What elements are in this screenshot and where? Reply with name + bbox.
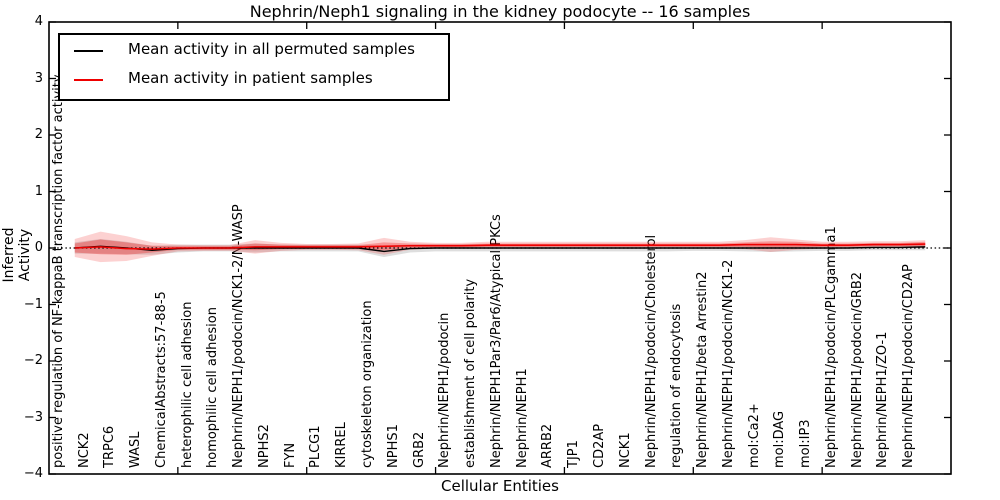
x-axis-label: Cellular Entities [441,477,559,495]
x-category-label: mol:Ca2+ [746,403,762,468]
x-category-label: positive regulation of NF-kappaB transcr… [50,74,66,468]
x-category-label: heterophilic cell adhesion [179,301,195,469]
legend-line-permuted-icon [74,50,103,52]
x-category-label: Nephrin/NEPH1/podocin [437,312,453,468]
x-category-label: FYN [282,442,298,468]
y-tick-label: 1 [34,183,43,199]
x-category-label: PLCG1 [308,425,324,468]
legend: Mean activity in all permuted samples Me… [58,33,450,101]
x-category-label: cytoskeleton organization [360,300,376,468]
x-category-label: Nephrin/NEPH1/ZO-1 [875,331,891,468]
x-category-label: Nephrin/NEPH1/podocin/GRB2 [849,271,865,468]
x-category-label: ChemicalAbstracts:57-88-5 [153,291,169,468]
y-tick-label: −4 [23,466,43,481]
x-category-label: mol:IP3 [798,419,814,468]
x-category-label: Nephrin/NEPH1/podocin/Cholesterol [643,234,659,468]
legend-label-patient: Mean activity in patient samples [128,69,373,87]
x-category-label: homophilic cell adhesion [205,307,221,468]
y-tick-label: −1 [23,296,43,312]
x-category-label: Nephrin/NEPH1/podocin/NCK1-2/N-WASP [231,204,247,468]
x-category-label: KIRREL [334,422,350,468]
y-tick-label: −2 [23,353,43,368]
legend-entry-patient: Mean activity in patient samples [60,66,448,94]
y-tick-label: −3 [23,409,43,425]
x-category-label: NPHS2 [256,424,272,468]
x-category-label: NCK2 [76,432,92,468]
x-category-label: NPHS1 [385,424,401,468]
chart-title: Nephrin/Neph1 signaling in the kidney po… [249,2,751,21]
legend-line-patient-icon [74,79,103,81]
x-category-label: TRPC6 [102,425,118,468]
x-category-label: regulation of endocytosis [669,303,685,468]
x-category-label: Nephrin/NEPH1/beta Arrestin2 [695,271,711,469]
x-category-label: NCK1 [617,432,633,468]
legend-entry-permuted: Mean activity in all permuted samples [60,37,448,65]
x-category-label: Nephrin/NEPH1Par3/Par6/Atypical PKCs [488,214,504,468]
y-tick-label: 2 [34,127,43,142]
x-category-label: CD2AP [591,423,607,468]
x-category-label: GRB2 [411,431,427,468]
y-tick-label: 0 [34,240,43,255]
x-category-label: Nephrin/NEPH1/podocin/CD2AP [901,264,917,468]
x-category-label: Nephrin/NEPH1/podocin/NCK1-2 [720,259,736,468]
x-category-label: Nephrin/NEPH1 [514,368,530,468]
x-category-label: mol:DAG [772,410,788,468]
y-tick-label: 4 [34,14,43,29]
x-category-label: TJP1 [566,440,582,468]
x-category-label: Nephrin/NEPH1/podocin/PLCgamma1 [823,226,839,468]
legend-label-permuted: Mean activity in all permuted samples [128,40,415,58]
x-category-label: ARRB2 [540,423,556,468]
y-tick-label: 3 [34,70,43,86]
x-category-label: WASL [128,431,144,468]
x-category-label: establishment of cell polarity [463,278,479,468]
